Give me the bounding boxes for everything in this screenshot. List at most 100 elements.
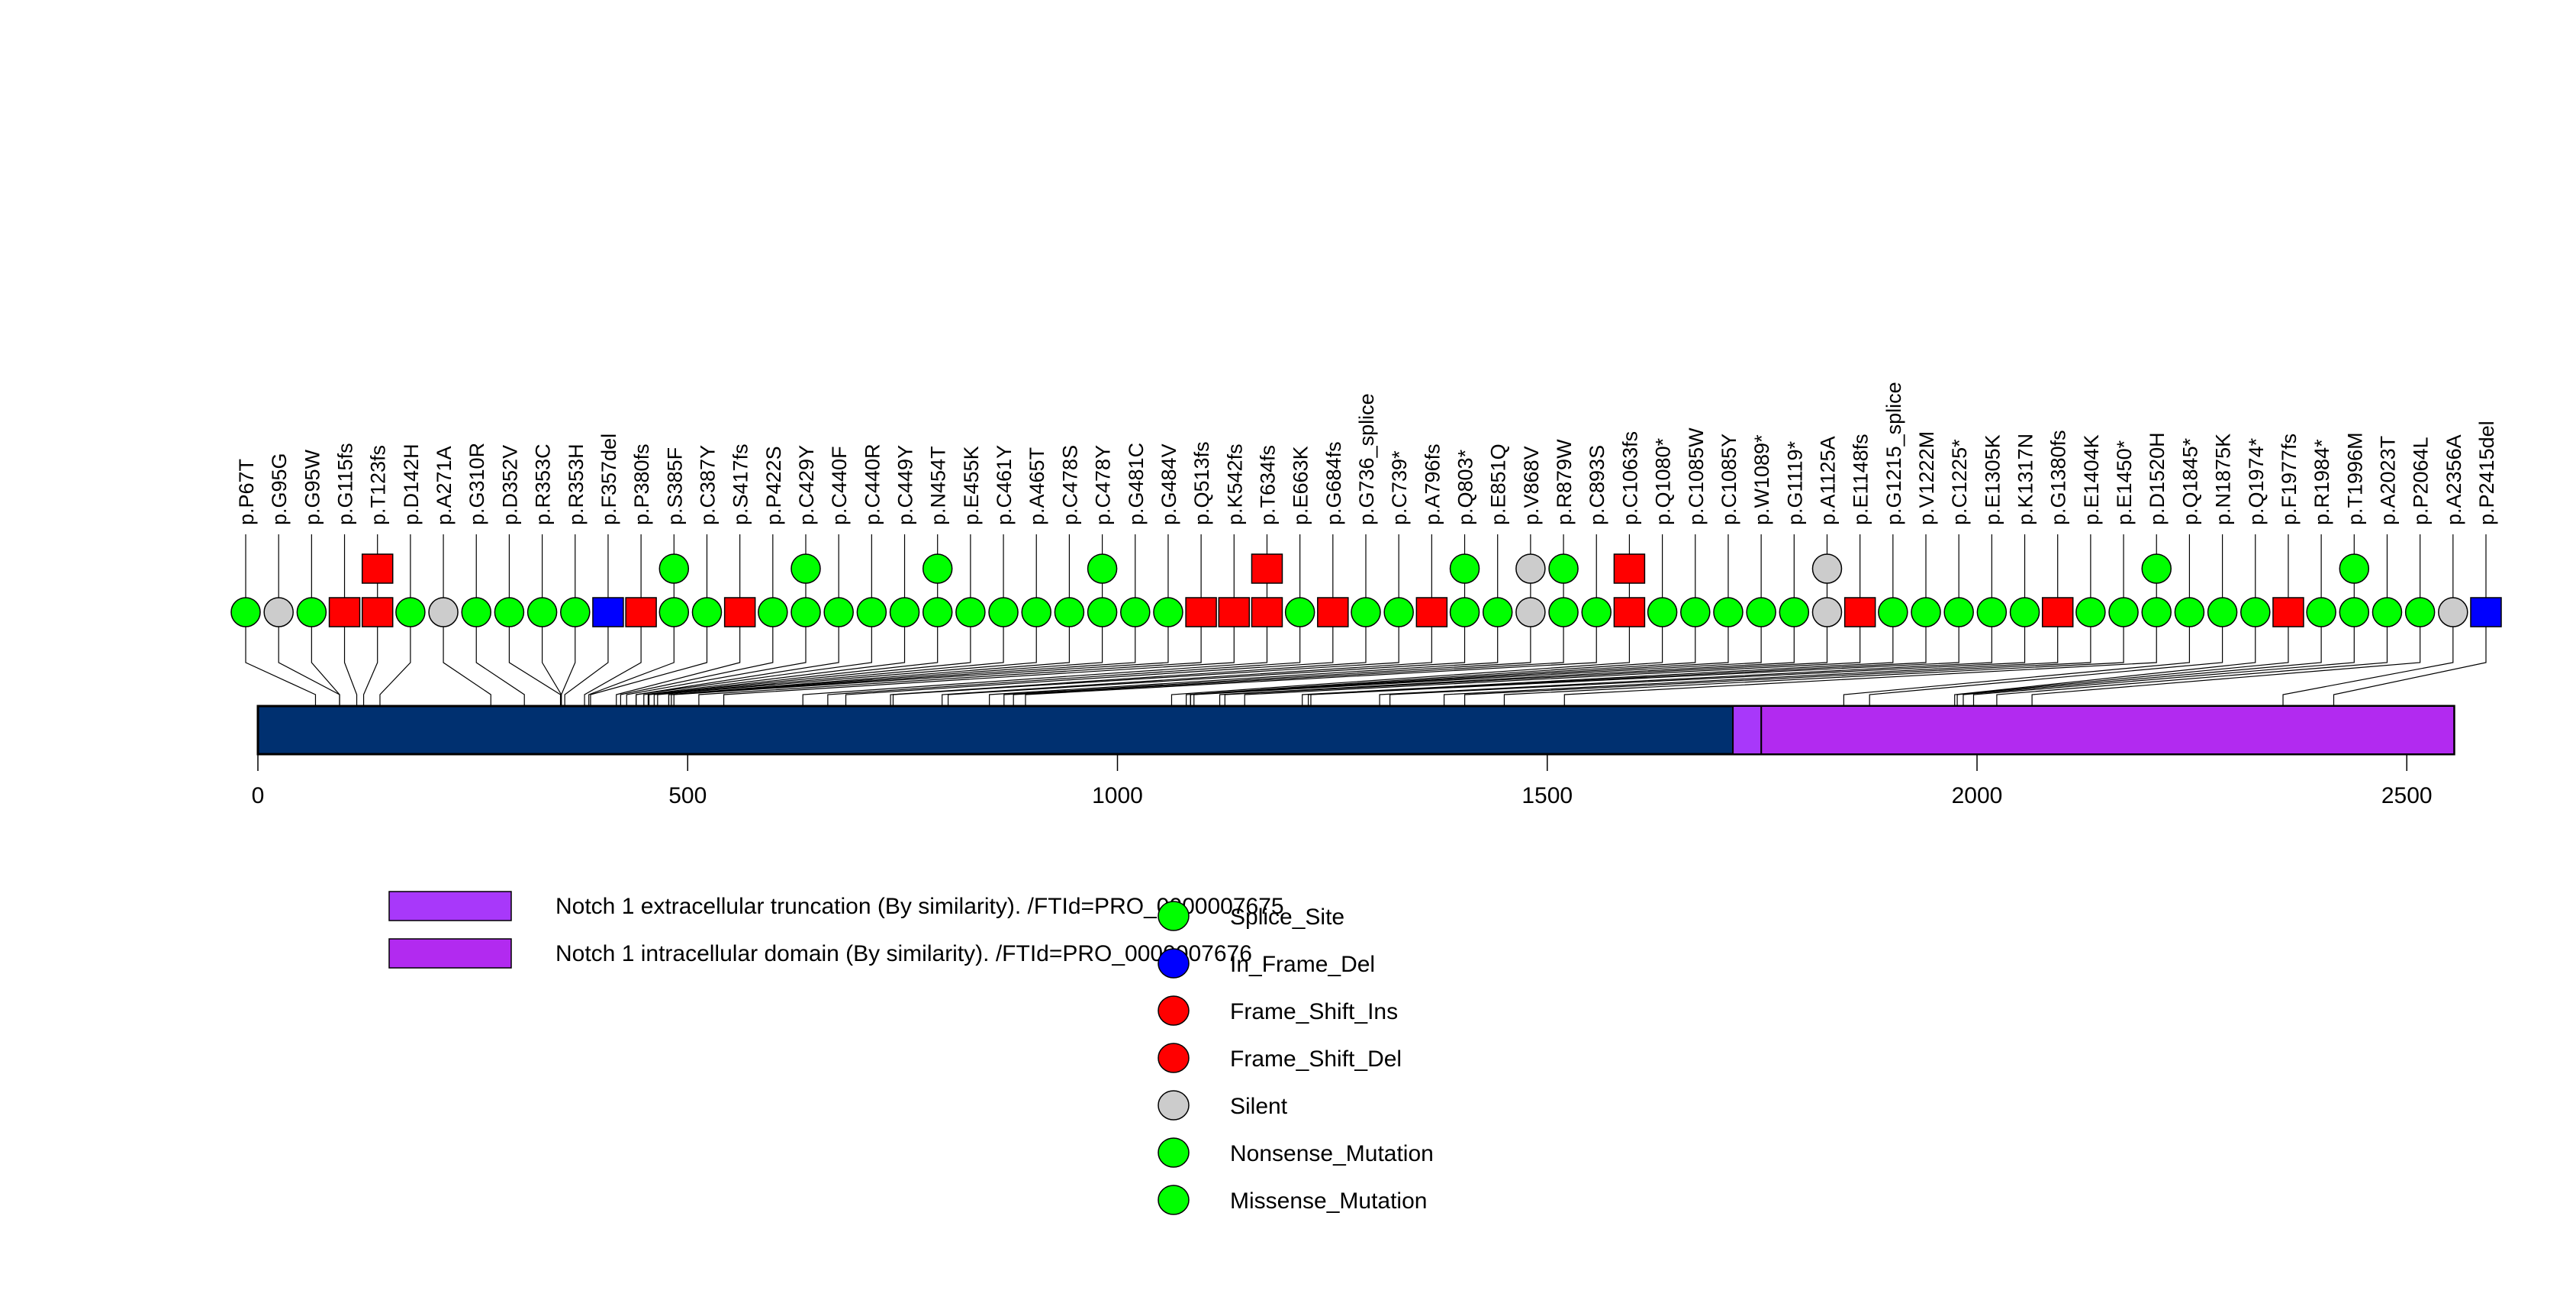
x-axis: 0 500 1000 1500 2000 2500	[252, 754, 2433, 808]
mutation-label: p.K542fs	[1223, 443, 1246, 525]
mutation-marker-circle	[1779, 597, 1810, 627]
mutation-marker-circle	[1515, 597, 1546, 627]
mutation-marker-circle	[1482, 597, 1513, 627]
mutation-marker-square	[1613, 553, 1646, 584]
mutation-marker-circle	[1383, 597, 1414, 627]
mutation-marker-square	[1251, 553, 1283, 584]
mutation-label: p.R1984*	[2310, 439, 2333, 525]
mutation-label: p.Q1845*	[2178, 437, 2201, 525]
mutation-marker-circle	[1581, 597, 1612, 627]
mutation-marker-circle	[1515, 553, 1546, 584]
mutation-label: p.N1875K	[2212, 434, 2235, 525]
legend-type-label: Silent	[1230, 1094, 1288, 1119]
mutation-label: p.C440F	[828, 446, 851, 525]
mutation-marker-circle	[1087, 553, 1118, 584]
legend-type-label: Frame_Shift_Ins	[1230, 999, 1398, 1024]
mutation-label: p.P422S	[762, 446, 785, 525]
mutation-label: p.G481C	[1125, 443, 1148, 525]
mutation-marker-circle	[1054, 597, 1085, 627]
mutation-label: p.G1119*	[1783, 440, 1806, 525]
mutation-label: p.K1317N	[2014, 434, 2037, 525]
mutation-marker-circle	[1153, 597, 1183, 627]
mutation-label: p.G95G	[268, 453, 291, 525]
mutation-label: p.A465T	[1026, 447, 1048, 525]
mutation-marker-circle	[2372, 597, 2403, 627]
mutation-label: p.C1063fs	[1618, 431, 1641, 525]
legend-type-marker	[1158, 1043, 1190, 1073]
mutation-marker-circle	[1746, 597, 1776, 627]
mutation-marker-circle	[2207, 597, 2238, 627]
mutation-label: p.P380fs	[630, 443, 653, 525]
mutation-label: p.Q513fs	[1190, 441, 1213, 525]
mutation-label: p.T1996M	[2343, 432, 2366, 525]
mutation-label: p.G736_splice	[1355, 393, 1378, 525]
protein-backbone	[256, 705, 2455, 756]
mutation-marker-circle	[955, 597, 986, 627]
mutation-label: p.C1225*	[1948, 439, 1971, 525]
mutation-marker-square	[328, 597, 361, 627]
mutation-label: p.D352V	[498, 445, 521, 525]
mutation-label: p.V1222M	[1915, 431, 1938, 525]
mutation-label: p.F1977fs	[2278, 434, 2301, 525]
mutation-marker-circle	[1351, 597, 1381, 627]
mutation-label: p.W1089*	[1750, 434, 1773, 525]
mutation-label: p.R879W	[1553, 439, 1576, 525]
mutation-marker-circle	[922, 597, 953, 627]
mutation-marker-circle	[296, 597, 327, 627]
mutation-marker-circle	[823, 597, 854, 627]
mutation-label: p.G484V	[1158, 443, 1180, 525]
mutation-marker-circle	[2108, 597, 2139, 627]
mutation-marker-circle	[988, 597, 1019, 627]
mutation-marker-square	[1317, 597, 1349, 627]
mutation-label: p.P2415del	[2475, 421, 2498, 525]
mutation-label: p.Q803*	[1454, 449, 1477, 525]
mutation-marker-square	[1843, 597, 1876, 627]
axis-tick-label: 1500	[1521, 783, 1573, 808]
mutation-marker-square	[361, 597, 394, 627]
mutation-label: p.A271A	[433, 446, 456, 525]
legend-type-marker	[1158, 1090, 1190, 1121]
mutation-marker-square	[1251, 597, 1283, 627]
mutation-marker-circle	[1548, 553, 1579, 584]
legend-type-label: Nonsense_Mutation	[1230, 1141, 1434, 1166]
legend-type-marker	[1158, 995, 1190, 1026]
mutation-marker-circle	[526, 597, 558, 627]
mutation-marker-circle	[1680, 597, 1711, 627]
mutation-label: p.R353C	[532, 443, 555, 525]
mutation-label: p.E1404K	[2080, 434, 2103, 525]
mutation-marker-square	[1218, 597, 1251, 627]
mutation-marker-square	[592, 597, 624, 627]
mutation-label: p.A2356A	[2442, 434, 2465, 525]
mutation-label: p.N454T	[927, 446, 950, 525]
mutation-marker-circle	[1449, 597, 1480, 627]
legend: Notch 1 extracellular truncation (By sim…	[388, 891, 1434, 1215]
mutation-label: p.S385F	[663, 447, 686, 525]
mutation-marker-circle	[1713, 597, 1744, 627]
mutation-marker-square	[2470, 597, 2502, 627]
mutation-marker-circle	[1911, 597, 1941, 627]
mutation-marker-circle	[1976, 597, 2008, 627]
mutation-label: p.F357del	[597, 434, 620, 525]
legend-type-label: Missense_Mutation	[1230, 1188, 1427, 1214]
mutation-label: p.C739*	[1388, 450, 1411, 525]
legend-domain-swatch	[388, 938, 512, 969]
mutation-marker-circle	[2075, 597, 2106, 627]
mutation-marker-square	[625, 597, 657, 627]
mutation-label: p.E851Q	[1487, 443, 1510, 525]
legend-domain-swatch	[388, 891, 512, 921]
mutation-label: p.E1148fs	[1850, 434, 1872, 525]
mutation-label: p.A2023T	[2376, 436, 2399, 525]
mutation-marker-circle	[560, 597, 591, 627]
mutation-label: p.P2064L	[2410, 437, 2433, 525]
mutation-marker-circle	[691, 597, 723, 627]
mutation-marker-circle	[856, 597, 887, 627]
mutation-label: p.E663K	[1290, 446, 1312, 525]
mutation-marker-circle	[922, 553, 953, 584]
mutation-marker-circle	[428, 597, 459, 627]
legend-type-marker	[1158, 901, 1190, 931]
mutation-marker-circle	[1449, 553, 1480, 584]
mutation-label: p.V868V	[1520, 446, 1543, 525]
legend-type-label: Splice_Site	[1230, 905, 1344, 930]
mutation-marker-circle	[1021, 597, 1051, 627]
